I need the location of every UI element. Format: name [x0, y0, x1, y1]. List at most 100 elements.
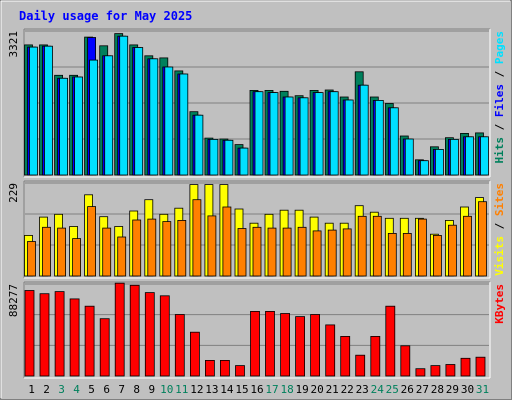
x-tick-label-day-28: 28	[431, 383, 444, 396]
x-axis: 1 2 3 4 5 6 7 8 9 10 11 12 13 14 15 16 17 18 19 20 21 22 23 24 2…	[28, 383, 489, 396]
bar-kbytes-day-3	[54, 291, 65, 377]
legend-pages: Pages	[493, 31, 506, 64]
bar-kbytes-day-9	[144, 292, 155, 377]
x-tick-label-day-20: 20	[310, 383, 323, 396]
x-tick-label-day-14: 14	[220, 383, 234, 396]
bar-kbytes-day-24	[370, 335, 381, 377]
bar-kbytes-day-7	[114, 282, 125, 377]
bar-kbytes-day-22	[340, 335, 351, 377]
bar-kbytes-day-30	[460, 357, 471, 377]
bar-sites-day-3	[57, 227, 66, 277]
bar-pages-day-3	[59, 77, 68, 176]
bar-sites-day-18	[282, 227, 292, 277]
panel-3: 88277 KBytes	[7, 281, 506, 379]
x-tick-label-day-2: 2	[43, 383, 50, 396]
x-tick-label-day-23: 23	[356, 383, 369, 396]
x-tick-label-day-9: 9	[148, 383, 155, 396]
bar-sites-day-27	[417, 218, 427, 277]
bar-sites-day-29	[447, 224, 457, 277]
legend-separator: /	[493, 216, 506, 236]
bar-pages-day-27	[419, 160, 429, 176]
chart-title: Daily usage for May 2025	[19, 9, 192, 23]
bar-pages-day-10	[164, 66, 174, 176]
bar-kbytes-day-29	[445, 364, 456, 377]
bar-kbytes-day-31	[475, 356, 486, 377]
legend-1: Hits / Files / Pages	[493, 31, 506, 164]
bar-kbytes-day-16	[250, 310, 260, 377]
x-tick-label-day-8: 8	[133, 383, 140, 396]
bar-sites-day-5	[87, 206, 96, 277]
bar-kbytes-day-6	[99, 318, 110, 377]
x-tick-label-day-7: 7	[118, 383, 125, 396]
bar-kbytes-day-27	[415, 368, 426, 377]
bar-pages-day-17	[269, 92, 279, 176]
bar-sites-day-12	[192, 199, 202, 277]
bar-sites-day-15	[237, 228, 247, 277]
bar-sites-day-30	[463, 215, 472, 277]
legend-visits: Visits	[493, 236, 506, 276]
bar-sites-day-25	[387, 232, 397, 277]
bar-pages-day-29	[449, 138, 459, 176]
bar-pages-day-12	[194, 114, 204, 176]
bar-pages-day-13	[209, 138, 219, 176]
bar-pages-day-22	[344, 99, 354, 176]
x-tick-label-day-11: 11	[175, 383, 188, 396]
bar-sites-day-24	[372, 215, 382, 277]
x-tick-label-day-25: 25	[386, 383, 399, 396]
x-tick-label-day-6: 6	[103, 383, 110, 396]
x-tick-label-day-17: 17	[265, 383, 278, 396]
bar-kbytes-day-17	[265, 310, 275, 377]
bar-pages-day-15	[239, 147, 249, 176]
bar-pages-day-2	[44, 45, 53, 176]
x-tick-label-day-31: 31	[476, 383, 489, 396]
bar-kbytes-day-19	[295, 316, 306, 377]
bar-kbytes-day-4	[69, 298, 80, 377]
bar-pages-day-14	[224, 139, 234, 176]
bar-kbytes-day-20	[310, 314, 321, 377]
bar-pages-day-30	[465, 136, 474, 176]
bar-pages-day-31	[480, 136, 489, 176]
bar-kbytes-day-15	[235, 365, 245, 377]
bar-sites-day-22	[342, 228, 352, 277]
bar-sites-day-26	[402, 232, 412, 277]
panel-2: 229 Visits / Sites	[7, 180, 506, 279]
bar-sites-day-10	[162, 221, 172, 277]
bar-pages-day-1	[29, 46, 38, 176]
y-max-label: 3321	[7, 31, 20, 58]
x-tick-label-day-1: 1	[28, 383, 35, 396]
x-tick-label-day-10: 10	[160, 383, 173, 396]
legend-3: KBytes	[493, 284, 506, 324]
bar-pages-day-28	[434, 148, 444, 176]
bar-sites-day-20	[312, 230, 322, 277]
legend-files: Files	[493, 84, 506, 117]
legend-separator: /	[493, 117, 506, 137]
bar-kbytes-day-5	[84, 305, 95, 377]
bar-pages-day-26	[404, 138, 414, 176]
legend-kbytes: KBytes	[493, 284, 506, 324]
bar-sites-day-28	[432, 234, 442, 277]
bar-kbytes-day-12	[189, 331, 200, 377]
x-tick-label-day-22: 22	[341, 383, 354, 396]
x-tick-label-day-4: 4	[73, 383, 80, 396]
bar-sites-day-4	[72, 238, 81, 277]
x-tick-label-day-27: 27	[416, 383, 429, 396]
bar-pages-day-6	[104, 55, 114, 176]
bar-sites-day-13	[207, 215, 217, 277]
bar-sites-day-2	[42, 226, 51, 277]
legend-separator: /	[493, 64, 506, 84]
legend-2: Visits / Sites	[493, 183, 506, 276]
legend-hits: Hits	[493, 137, 506, 164]
bar-kbytes-day-21	[325, 324, 336, 377]
bar-sites-day-19	[297, 226, 307, 277]
bar-sites-day-8	[132, 219, 142, 277]
bar-pages-day-11	[179, 73, 189, 176]
bar-sites-day-6	[102, 227, 112, 277]
x-tick-label-day-26: 26	[401, 383, 414, 396]
bar-kbytes-day-23	[355, 354, 366, 377]
bar-sites-day-14	[222, 206, 232, 277]
bar-pages-day-9	[149, 58, 159, 176]
x-tick-label-day-3: 3	[58, 383, 65, 396]
x-tick-label-day-29: 29	[446, 383, 459, 396]
bar-kbytes-day-1	[24, 290, 35, 377]
